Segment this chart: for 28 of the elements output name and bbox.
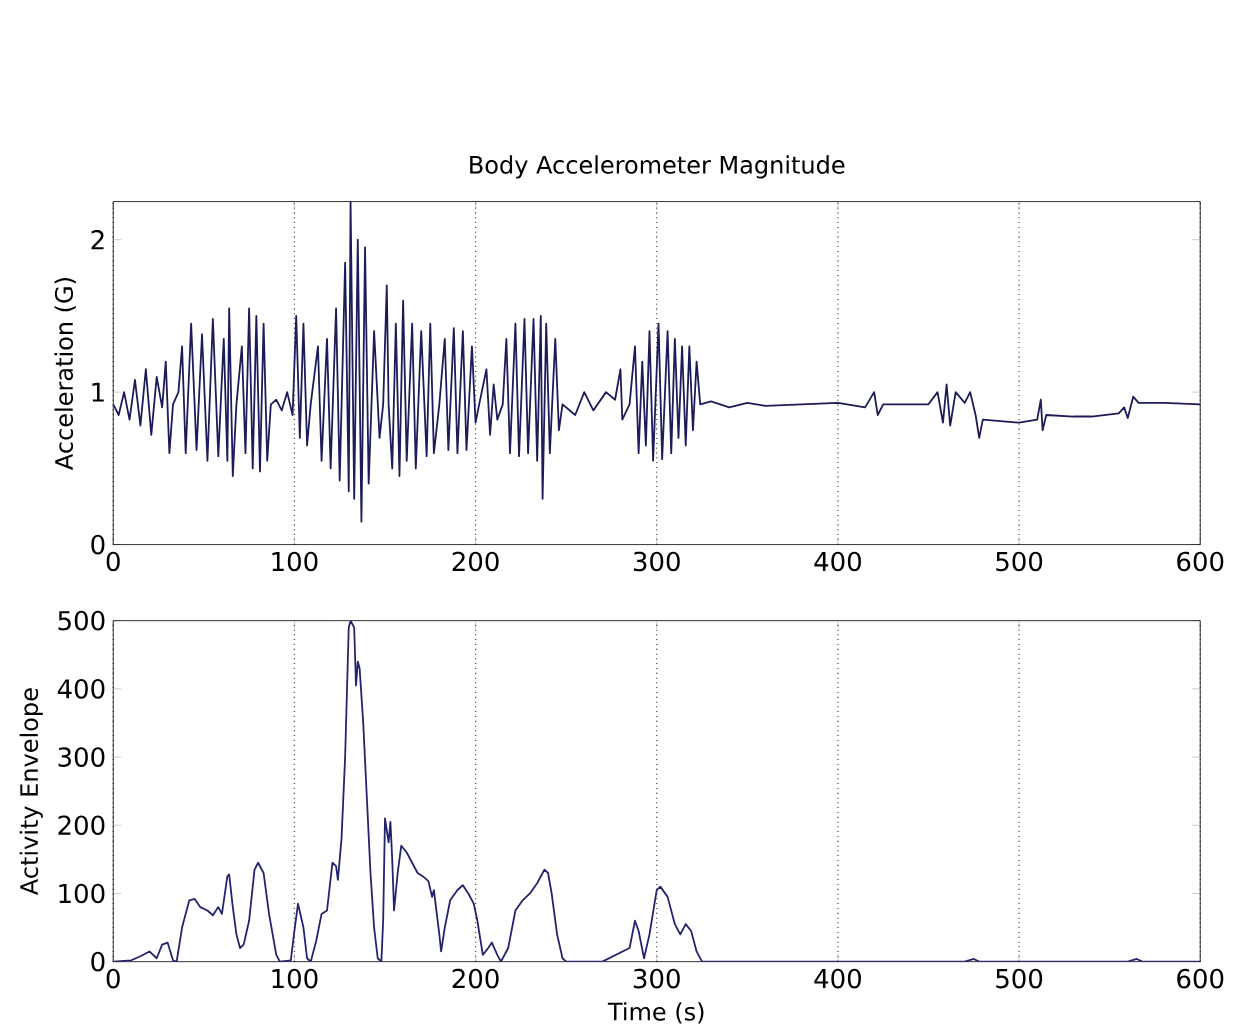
- x-tick-label: 0: [106, 551, 120, 572]
- x-tick-label: 500: [996, 551, 1043, 572]
- y-tick-label: 1: [92, 382, 104, 402]
- x-tick-label: 100: [272, 551, 318, 572]
- x-tick-label: 600: [1177, 968, 1224, 989]
- line-series: [113, 201, 1201, 523]
- x-tick-label: 200: [452, 968, 499, 989]
- x-tick-label: 100: [272, 968, 318, 989]
- y-tick-label: 0: [91, 951, 105, 972]
- y-axis-title: Activity Envelope: [19, 688, 43, 895]
- x-tick-label: 0: [106, 968, 120, 989]
- x-tick-label: 400: [814, 551, 861, 572]
- y-tick-label: 100: [59, 883, 105, 904]
- y-tick-label: 300: [58, 747, 105, 767]
- x-axis-title: Time (s): [607, 1002, 704, 1024]
- x-tick-label: 300: [633, 551, 680, 572]
- x-tick-label: 200: [452, 551, 499, 572]
- x-tick-label: 400: [814, 968, 861, 989]
- y-tick-label: 500: [58, 610, 105, 631]
- x-tick-label: 300: [633, 968, 680, 989]
- y-tick-label: 400: [57, 678, 105, 699]
- x-tick-label: 600: [1177, 551, 1224, 572]
- y-axis-title: Acceleration (G): [54, 277, 76, 470]
- x-tick-label: 500: [996, 968, 1043, 989]
- chart-title: Body Accelerometer Magnitude: [470, 155, 845, 179]
- y-tick-label: 2: [91, 229, 104, 250]
- y-tick-label: 0: [91, 534, 105, 555]
- y-tick-label: 200: [58, 815, 105, 836]
